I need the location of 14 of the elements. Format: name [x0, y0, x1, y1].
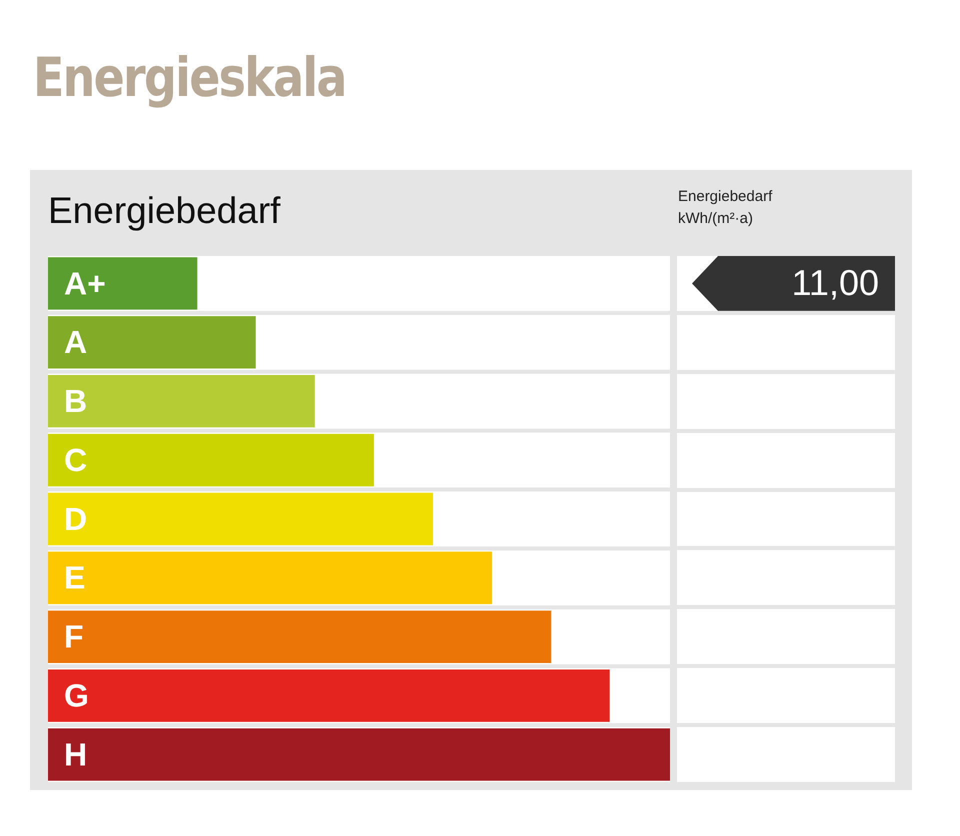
chart-title: Energieskala — [33, 46, 346, 109]
y-tick-label: E — [64, 560, 86, 596]
y-tick-label: F — [64, 618, 84, 655]
bar — [48, 257, 198, 310]
y-tick-label: H — [64, 736, 88, 772]
y-tick-label: G — [64, 677, 89, 714]
text: 11,00 — [792, 261, 879, 305]
y-tick-label: C — [64, 442, 88, 478]
chart-subtitle: Energiebedarf — [48, 190, 280, 232]
y-tick-label: A — [64, 324, 88, 360]
y-tick-label: D — [64, 500, 88, 537]
text: Energiebedarf kWh/(m²·a) — [678, 187, 772, 229]
y-tick-label: B — [64, 383, 88, 420]
y-tick-label: A+ — [64, 265, 106, 302]
